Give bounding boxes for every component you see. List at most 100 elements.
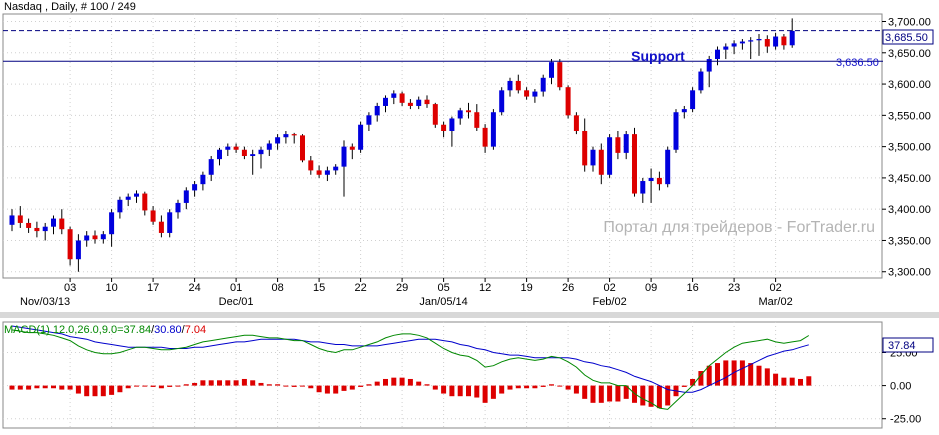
- candle-body: [607, 137, 613, 175]
- candle-body: [515, 80, 521, 91]
- candle-body: [158, 221, 164, 233]
- candle-body: [200, 174, 206, 185]
- candle-body: [308, 160, 314, 171]
- macd-hist-bar: [524, 385, 530, 389]
- macd-hist-bar: [507, 385, 513, 390]
- date-tick-label: 02: [769, 282, 781, 294]
- macd-title: MACD(1) 12.0,26.0,9.0=37.84/30.80/7.04: [4, 324, 206, 336]
- macd-hist-bar: [656, 385, 662, 409]
- candle-body: [698, 71, 704, 91]
- candle-body: [557, 62, 563, 88]
- date-tick-label: 17: [147, 282, 159, 294]
- macd-hist-bar: [233, 380, 239, 386]
- macd-title-signal: 30.80: [154, 324, 182, 336]
- macd-hist-bar: [349, 385, 355, 390]
- month-label: Jan/05/14: [419, 296, 467, 308]
- macd-hist-bar: [474, 385, 480, 398]
- candle-body: [117, 199, 123, 213]
- macd-hist-bar: [789, 377, 795, 386]
- macd-hist-bar: [773, 373, 779, 386]
- candle-body: [416, 99, 422, 106]
- macd-hist-bar: [648, 385, 654, 407]
- candle-body: [399, 93, 405, 103]
- candle-body: [582, 130, 588, 166]
- macd-hist-bar: [432, 385, 438, 390]
- candle-body: [84, 235, 90, 241]
- macd-line: [11, 329, 810, 410]
- macd-hist-bar: [183, 384, 189, 386]
- candle-body: [407, 102, 413, 106]
- date-tick-label: 24: [188, 282, 200, 294]
- candle-body: [665, 149, 671, 185]
- macd-hist-bar: [258, 382, 264, 386]
- macd-hist-bar: [731, 360, 737, 386]
- macd-hist-bar: [42, 385, 48, 389]
- price-tick-label: 3,300.00: [888, 267, 931, 279]
- candle-body: [109, 212, 115, 235]
- macd-hist-bar: [300, 385, 305, 387]
- macd-hist-bar: [316, 385, 322, 393]
- macd-hist-bar: [557, 385, 563, 387]
- candle-body: [723, 46, 729, 50]
- price-axis: 3,700.00 3,650.00 3,600.00 3,550.00 3,500.00…: [882, 17, 931, 279]
- date-axis: 03 10 17 24 01 08 15 22 29 05 12 19 26 02 09 16 23 02 Nov/…: [20, 278, 793, 308]
- macd-hist-bar: [142, 385, 148, 387]
- macd-hist-bar: [67, 385, 73, 390]
- macd-hist-bar: [549, 384, 554, 386]
- candle-body: [333, 166, 339, 171]
- price-tick-label: 3,700.00: [888, 17, 931, 29]
- macd-hist-bar: [598, 385, 604, 403]
- macd-hist-bar: [391, 377, 397, 386]
- date-tick-label: 02: [603, 282, 615, 294]
- candles: [9, 18, 795, 272]
- date-tick-label: 10: [105, 282, 117, 294]
- macd-axis: 25.000.00-25.00: [882, 347, 921, 426]
- candle-body: [474, 112, 480, 128]
- macd-hist-bar: [125, 385, 131, 389]
- macd-hist-bar: [565, 385, 571, 390]
- macd-hist-bar: [590, 385, 596, 403]
- macd-hist-bar: [84, 385, 90, 397]
- current-price-marker-box: [882, 29, 934, 45]
- macd-hist-bar: [9, 385, 15, 390]
- date-tick-label: 16: [686, 282, 698, 294]
- candle-body: [466, 110, 471, 113]
- macd-hist-bar: [756, 365, 762, 386]
- month-label: Feb/02: [592, 296, 626, 308]
- candle-body: [100, 234, 106, 240]
- macd-hist-bar: [632, 385, 637, 403]
- candle-body: [125, 196, 131, 200]
- macd-title-hist: 7.04: [185, 324, 206, 336]
- candle-body: [192, 184, 198, 191]
- macd-hist-bar: [781, 377, 787, 386]
- date-tick-label: 03: [64, 282, 76, 294]
- candle-body: [134, 193, 139, 197]
- macd-hist-bar: [34, 385, 40, 389]
- candle-body: [9, 215, 15, 225]
- date-tick-label: 09: [645, 282, 657, 294]
- candle-body: [540, 77, 546, 92]
- macd-hist-bar: [366, 384, 372, 386]
- candle-body: [183, 190, 189, 203]
- macd-hist-bar: [416, 381, 422, 386]
- candle-body: [366, 115, 372, 125]
- macd-grid: [3, 322, 882, 428]
- macd-hist-bar: [449, 385, 455, 397]
- macd-title-sep1: /: [151, 324, 155, 336]
- macd-hist-bar: [723, 360, 729, 386]
- candle-body: [764, 39, 770, 47]
- candle-body: [67, 229, 73, 260]
- macd-hist-bar: [715, 363, 720, 386]
- macd-hist-bar: [399, 377, 405, 386]
- macd-tick-label: 0.00: [890, 381, 911, 393]
- macd-hist-bar: [466, 385, 471, 397]
- macd-hist-bar: [607, 385, 613, 402]
- chart-title: Nasdaq , Daily, # 100 / 249: [4, 1, 136, 13]
- macd-hist-bar: [150, 385, 156, 387]
- date-tick-label: 12: [479, 282, 491, 294]
- candle-body: [640, 181, 646, 194]
- candle-body: [275, 137, 281, 144]
- candle-body: [300, 135, 305, 161]
